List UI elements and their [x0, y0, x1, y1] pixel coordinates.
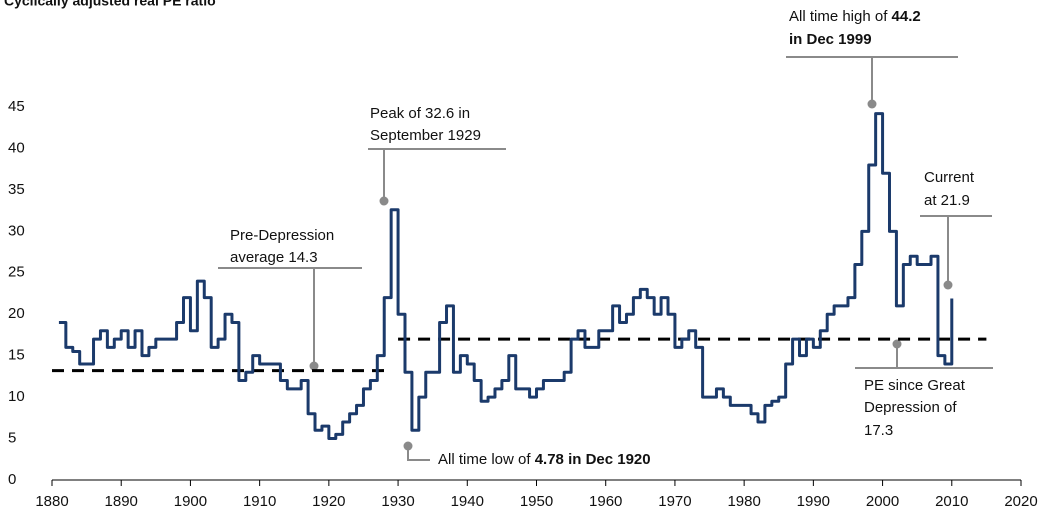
leader	[407, 450, 430, 461]
x-tick-label: 1900	[174, 493, 207, 510]
y-tick-label: 40	[8, 139, 25, 156]
x-tick-label: 2010	[935, 493, 968, 510]
annotation-part: All time high of	[789, 8, 892, 25]
annotation: Current	[924, 169, 975, 186]
annotation: September 1929	[370, 127, 481, 144]
x-tick-label: 1920	[312, 493, 345, 510]
x-tick-label: 1910	[243, 493, 276, 510]
chart-title: Cyclically adjusted real PE ratio	[4, 0, 216, 9]
annotation: All time low of 4.78 in Dec 1920	[438, 451, 651, 468]
annotation: in Dec 1999	[789, 31, 872, 48]
leader	[368, 148, 506, 197]
x-tick-label: 1970	[658, 493, 691, 510]
x-tick-label: 1930	[381, 493, 414, 510]
annotation: All time high of 44.2	[789, 8, 921, 25]
y-tick-label: 0	[8, 471, 16, 488]
annotation: Pre-Depression	[230, 227, 334, 244]
leader	[920, 215, 992, 281]
annotation: Depression of	[864, 399, 957, 416]
annotation-part: 4.78 in Dec 1920	[535, 451, 651, 468]
annotation: Peak of 32.6 in	[370, 105, 470, 122]
x-tick-label: 1980	[727, 493, 760, 510]
dot	[309, 361, 319, 371]
leader	[786, 56, 958, 100]
leader	[218, 267, 362, 362]
annotation-part: All time low of	[438, 451, 535, 468]
x-tick-label: 1890	[105, 493, 138, 510]
x-tick-label: 1950	[520, 493, 553, 510]
dot	[379, 196, 389, 206]
annotation-part: 44.2	[892, 8, 921, 25]
y-tick-label: 30	[8, 222, 25, 239]
x-tick-label: 1940	[451, 493, 484, 510]
x-tick-label: 1990	[797, 493, 830, 510]
y-tick-label: 15	[8, 347, 25, 364]
y-tick-label: 45	[8, 98, 25, 115]
y-tick-label: 10	[8, 388, 25, 405]
leader	[855, 348, 993, 369]
dot	[867, 99, 877, 109]
x-tick-label: 1960	[589, 493, 622, 510]
y-tick-label: 25	[8, 264, 25, 281]
y-tick-label: 5	[8, 430, 16, 447]
dot	[403, 441, 413, 451]
dot	[892, 339, 902, 349]
x-tick-label: 2020	[1004, 493, 1037, 510]
x-tick-label: 1880	[35, 493, 68, 510]
annotation: at 21.9	[924, 192, 970, 209]
annotation: average 14.3	[230, 249, 318, 266]
annotation: PE since Great	[864, 377, 966, 394]
y-tick-label: 35	[8, 181, 25, 198]
annotations: Pre-Depression average 14.3 Peak of 32.6…	[218, 8, 993, 468]
series-line	[58, 112, 954, 441]
annotation: 17.3	[864, 422, 893, 439]
y-tick-label: 20	[8, 305, 25, 322]
x-tick-label: 2000	[866, 493, 899, 510]
dot	[943, 280, 953, 290]
